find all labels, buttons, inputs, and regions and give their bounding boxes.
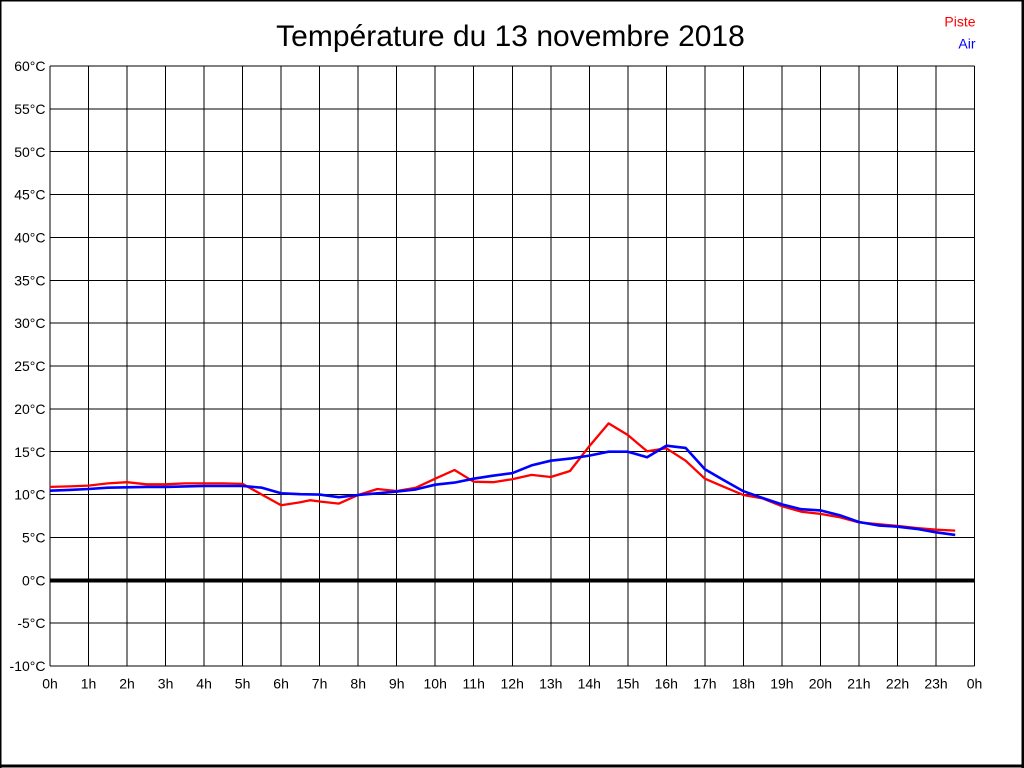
svg-text:5°C: 5°C [22,530,46,546]
svg-text:15h: 15h [616,676,639,692]
svg-text:18h: 18h [732,676,755,692]
svg-text:9h: 9h [389,676,405,692]
svg-text:8h: 8h [350,676,366,692]
svg-text:0h: 0h [967,676,983,692]
svg-text:20h: 20h [809,676,832,692]
svg-text:20°C: 20°C [14,401,45,417]
svg-text:14h: 14h [578,676,601,692]
svg-text:Température du 13 novembre 201: Température du 13 novembre 2018 [276,20,745,53]
svg-text:4h: 4h [196,676,212,692]
svg-text:22h: 22h [886,676,909,692]
svg-text:Piste: Piste [944,14,975,30]
svg-text:16h: 16h [655,676,678,692]
svg-text:-5°C: -5°C [17,615,45,631]
svg-text:11h: 11h [463,676,485,692]
svg-text:0°C: 0°C [22,572,46,588]
svg-text:10°C: 10°C [14,487,45,503]
svg-text:13h: 13h [539,676,562,692]
svg-text:2h: 2h [119,676,135,692]
svg-text:25°C: 25°C [14,358,45,374]
svg-text:10h: 10h [424,676,447,692]
svg-text:19h: 19h [770,676,793,692]
svg-text:50°C: 50°C [14,144,45,160]
svg-text:-10°C: -10°C [10,658,46,674]
svg-text:3h: 3h [158,676,174,692]
svg-text:6h: 6h [273,676,289,692]
svg-text:45°C: 45°C [14,187,45,203]
svg-text:21h: 21h [847,676,870,692]
svg-text:12h: 12h [501,676,524,692]
svg-text:17h: 17h [693,676,716,692]
svg-text:23h: 23h [924,676,947,692]
svg-text:35°C: 35°C [14,272,45,288]
svg-text:7h: 7h [312,676,328,692]
svg-text:55°C: 55°C [14,101,45,117]
svg-text:15°C: 15°C [14,444,45,460]
svg-text:5h: 5h [235,676,251,692]
svg-text:60°C: 60°C [14,58,45,74]
svg-text:Air: Air [958,36,975,52]
svg-text:40°C: 40°C [14,230,45,246]
svg-text:0h: 0h [42,676,58,692]
svg-text:30°C: 30°C [14,315,45,331]
svg-text:1h: 1h [81,676,97,692]
